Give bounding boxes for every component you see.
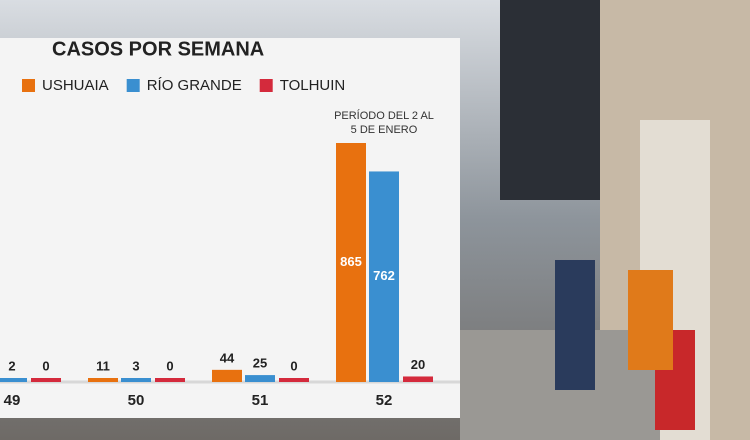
data-label: 44	[220, 350, 235, 365]
bar	[403, 376, 433, 382]
legend-label: USHUAIA	[42, 77, 109, 94]
legend-label: RÍO GRANDE	[147, 77, 242, 94]
photo-person	[555, 260, 595, 390]
data-label: 762	[373, 268, 395, 283]
photo-building	[500, 0, 600, 200]
data-label: 20	[411, 357, 425, 372]
chart-title: CASOS POR SEMANA	[52, 38, 264, 60]
data-label: 0	[166, 358, 173, 373]
data-label: 865	[340, 254, 362, 269]
photo-person	[628, 270, 673, 370]
legend-swatch	[22, 79, 35, 92]
data-label: 25	[253, 356, 267, 371]
x-tick-label: 52	[376, 392, 393, 409]
bar	[155, 378, 185, 382]
legend-swatch	[259, 79, 273, 92]
data-label: 0	[42, 358, 49, 373]
legend: USHUAIA RÍO GRANDE TOLHUIN	[22, 77, 345, 94]
bar	[279, 378, 309, 382]
bar	[245, 375, 275, 382]
data-label: 2	[8, 358, 15, 373]
bar	[88, 378, 118, 382]
bar	[369, 171, 399, 382]
bar	[336, 143, 366, 382]
legend-label: TOLHUIN	[280, 77, 346, 94]
legend-swatch	[126, 79, 140, 92]
data-label: 0	[290, 358, 297, 373]
bar	[0, 378, 27, 382]
x-tick-label: 49	[4, 392, 21, 409]
x-tick-label: 50	[128, 392, 145, 409]
bar	[31, 378, 61, 382]
bar	[121, 378, 151, 382]
data-label: 11	[96, 358, 110, 373]
annotation: PERÍODO DEL 2 AL 5 DE ENERO	[334, 109, 434, 136]
x-tick-label: 51	[252, 392, 269, 409]
bar	[212, 369, 242, 382]
data-label: 3	[132, 358, 139, 373]
